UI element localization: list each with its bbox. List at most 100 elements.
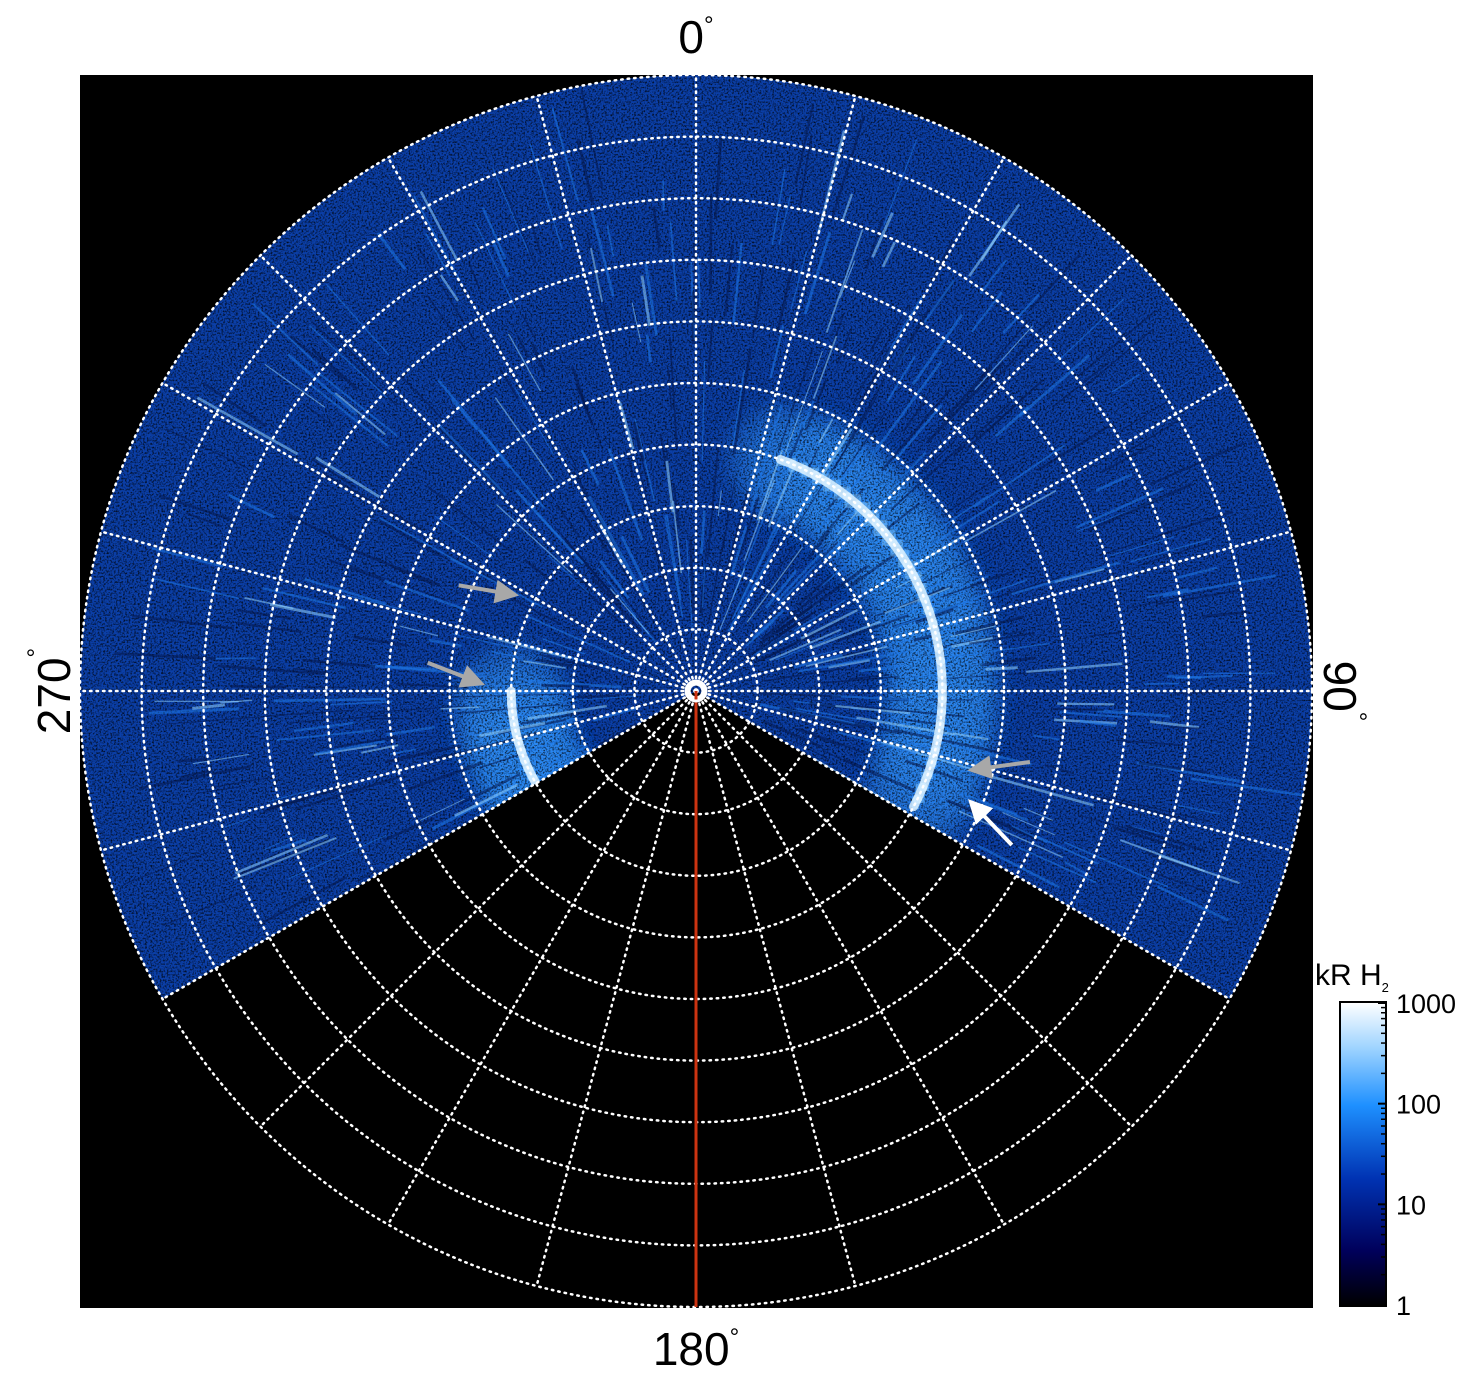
emission-streak	[970, 572, 1002, 587]
emission-streak	[727, 551, 774, 632]
emission-streak	[1137, 541, 1210, 567]
emission-streak	[439, 274, 460, 302]
emission-streak	[353, 635, 408, 647]
emission-streak	[450, 398, 478, 431]
emission-streak	[902, 396, 929, 432]
emission-streak	[1079, 814, 1151, 836]
grid-spoke	[259, 254, 698, 693]
emission-streak	[192, 753, 249, 765]
emission-streak	[530, 739, 561, 753]
emission-streak	[276, 729, 375, 742]
emission-streak	[911, 313, 964, 386]
emission-streak	[852, 304, 909, 403]
emission-streak	[749, 404, 783, 511]
emission-streak	[665, 460, 675, 513]
emission-streak	[593, 706, 638, 722]
emission-streak	[958, 689, 999, 693]
emission-streak	[270, 838, 307, 853]
emission-streak	[699, 585, 704, 613]
emission-streak	[428, 638, 462, 648]
emission-streak	[759, 692, 842, 698]
emission-streak	[1018, 354, 1091, 418]
emission-streak	[369, 717, 398, 720]
emission-streak	[606, 225, 615, 257]
emission-streak	[1011, 825, 1048, 844]
emission-streak	[556, 504, 581, 538]
emission-streak	[631, 302, 642, 343]
emission-streak	[228, 493, 275, 519]
emission-streak	[498, 366, 519, 400]
emission-streak	[287, 353, 358, 416]
emission-streak	[152, 577, 240, 600]
emission-streak	[707, 535, 725, 625]
emission-streak	[316, 739, 386, 755]
emission-streak	[778, 195, 791, 246]
emission-streak	[758, 604, 814, 646]
emission-streak	[794, 104, 815, 185]
emission-streak	[219, 664, 327, 676]
emission-streak	[848, 673, 890, 680]
emission-streak	[730, 525, 748, 577]
grid-spoke	[694, 689, 857, 1288]
emission-streak	[976, 844, 1060, 889]
emission-streak	[1105, 795, 1211, 823]
grid-spoke	[386, 156, 698, 693]
emission-streak	[233, 836, 337, 880]
emission-streak	[823, 726, 849, 735]
emission-streak	[743, 479, 776, 561]
emission-streak	[731, 521, 782, 620]
emission-streak	[123, 851, 209, 885]
emission-streak	[763, 667, 842, 682]
emission-streak	[1086, 329, 1153, 386]
emission-streak	[832, 694, 912, 702]
emission-streak	[267, 788, 316, 803]
emission-streak	[967, 378, 1045, 449]
emission-streak	[600, 722, 638, 746]
emission-streak	[575, 384, 594, 426]
emission-streak	[273, 697, 387, 703]
emission-streak	[192, 703, 225, 710]
emission-streak	[761, 585, 830, 641]
grid-spoke	[694, 530, 1293, 693]
emission-streak	[953, 732, 989, 741]
emission-streak	[578, 507, 610, 554]
annotation-arrows	[426, 579, 1031, 847]
emission-streak	[865, 218, 884, 269]
emission-streak	[1096, 709, 1171, 718]
emission-streak	[1191, 777, 1303, 797]
emission-streak	[484, 691, 580, 695]
emission-streak	[659, 434, 668, 471]
emission-streak	[763, 720, 822, 749]
emission-streak	[939, 642, 1050, 660]
emission-streak	[664, 515, 684, 618]
grid-spoke	[694, 689, 1231, 1001]
emission-streak	[818, 418, 834, 444]
emission-streak	[1023, 807, 1053, 821]
annotation-arrow	[458, 579, 520, 604]
emission-streak	[202, 381, 268, 428]
emission-streak	[523, 660, 566, 669]
grid-spoke	[694, 156, 1006, 693]
emission-streak	[458, 773, 521, 806]
emission-streak	[980, 317, 1053, 397]
emission-streak	[774, 633, 841, 661]
emission-streak	[652, 206, 662, 249]
emission-streak	[325, 283, 390, 356]
emission-streak	[672, 500, 683, 574]
emission-streak	[841, 193, 854, 221]
emission-streak	[162, 715, 270, 725]
emission-streak	[114, 652, 216, 660]
emission-streak	[869, 327, 884, 352]
emission-streak	[293, 667, 329, 674]
grid-spoke	[694, 381, 1231, 693]
angle-value: 0	[678, 11, 704, 63]
emission-streak	[798, 650, 909, 673]
emission-streak	[337, 337, 371, 373]
emission-streak	[886, 502, 921, 530]
emission-streak	[706, 443, 720, 557]
emission-streak	[732, 348, 752, 455]
emission-streak	[349, 565, 448, 601]
emission-streak	[952, 402, 1011, 457]
emission-streak	[653, 545, 668, 585]
emission-streak	[383, 579, 469, 612]
